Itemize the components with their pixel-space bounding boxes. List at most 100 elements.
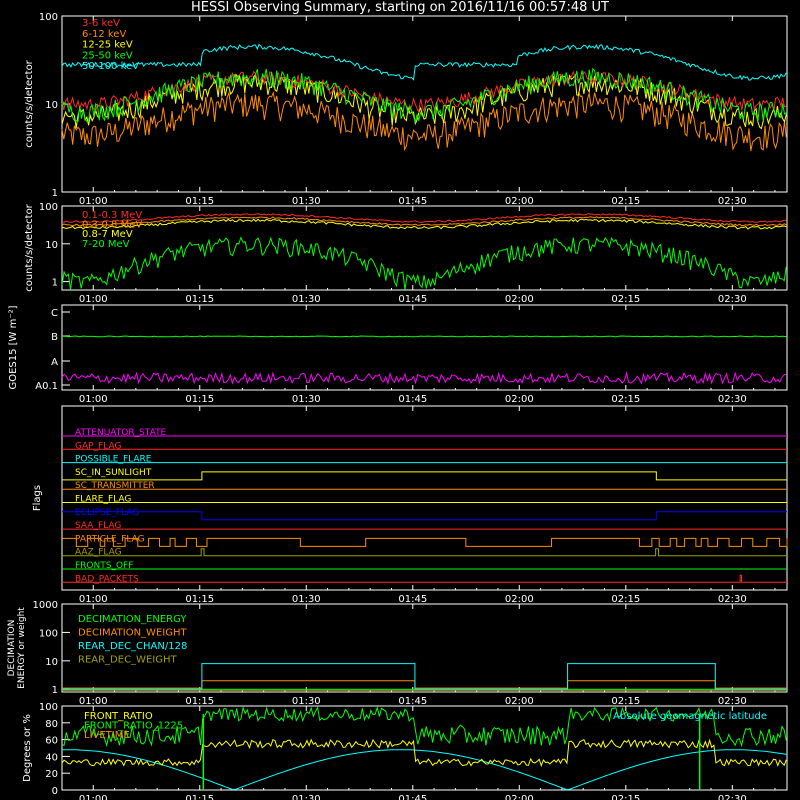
panel3-ytick-label: A [51,357,58,368]
panel5-series-line [62,663,787,690]
panel6-frame: 01:00 01:15 01:30 01:45 02:00 02:15 02:30 [61,705,788,800]
panel5-legend-label: REAR_DEC_CHAN/128 [78,641,187,652]
panel2-xtick-label: 02:30 [718,294,747,305]
panel5-legend-label: DECIMATION_ENERGY [78,614,187,625]
flag-label: SC_IN_SUNLIGHT [75,468,152,478]
panel1-series-line [61,70,787,114]
page-title: HESSI Observing Summary, starting on 201… [191,0,609,15]
panel6-ytick-label: 60 [45,736,58,747]
panel2-ytick-label: 10 [45,240,58,251]
panel2-xtick-label: 01:00 [79,294,108,305]
panel6-series-line [61,705,787,748]
flag-label: PARTICLE_FLAG [75,534,145,544]
flag-label: SC_TRANSMITTER [75,481,155,491]
panel6-xtick-label: 01:15 [185,794,214,800]
panel5-frame: 01:00 01:15 01:30 01:45 02:00 02:15 02:30 [61,603,788,707]
panel1-xtick-label: 01:45 [398,196,427,207]
panel5-ytick-label: 10 [45,657,58,668]
panel3-xtick-label: 02:30 [718,394,747,405]
panel2-legend-label: 0.1-0.3 MeV [82,210,142,221]
panel1-ylabel: counts/s/detector [24,59,35,147]
panel2-ylabel: counts/s/detector [24,203,35,291]
panel5-ylabel: DECIMATION [7,620,17,677]
panel2-ytick-label: 1 [52,278,58,289]
panel6-ytick-label: 40 [45,752,58,763]
panel4-xtick-label: 02:15 [611,594,640,605]
panel6-xtick-label: 01:30 [292,794,321,800]
panel3-frame: 01:00 01:15 01:30 01:45 02:00 02:15 02:30 [61,304,788,405]
panel6-ytick-label: 20 [45,769,58,780]
panel3-ytick-label: C [51,308,58,319]
panel6-ylabel: Degrees or % [22,714,33,782]
panel6-legend-label: FRONT_RATIO [84,711,153,722]
panel6-xtick-label: 02:00 [505,794,534,800]
panel5-ylabel: ENERGY or weight [17,607,27,689]
panel3-ytick-label: B [51,332,58,343]
panel4-xtick-label: 01:45 [398,594,427,605]
panel1-legend-label: 12-25 keV [82,40,133,51]
panel4-ylabel: Flags [32,485,43,511]
panel2-series-line [61,216,787,227]
panel3-xtick-label: 01:30 [292,394,321,405]
flag-line [62,471,787,481]
panel3-xtick-label: 02:00 [505,394,534,405]
panel1-xtick-label: 02:30 [718,196,747,207]
panel2-xtick-label: 02:15 [611,294,640,305]
panel1-ytick-label: 1 [52,188,58,199]
panel2-series-line [61,218,787,230]
panel5-xtick-label: 02:15 [611,696,640,707]
flag-label: FRONTS_OFF [75,561,133,571]
panel2-series-line [61,236,787,290]
panel1-ytick-label: 100 [39,12,58,23]
panel1-xtick-label: 02:00 [505,196,534,207]
panel1-series-line [61,91,787,152]
panel2-frame: 01:00 01:15 01:30 01:45 02:00 02:15 02:30 [61,205,788,305]
flag-label: ATTENUATOR_STATE [75,428,167,438]
panel1-legend-label: 3-6 keV [82,18,120,29]
panel2-xtick-label: 01:30 [292,294,321,305]
panel6-xtick-label: 02:15 [611,794,640,800]
flag-label: SAA_FLAG [75,521,121,531]
panel5-legend-label: DECIMATION_WEIGHT [78,628,187,639]
panel6-xtick-label: 02:30 [718,794,747,800]
panel4-xtick-label: 01:30 [292,594,321,605]
panel5-xtick-label: 01:30 [292,696,321,707]
panel2-legend-label: 7-20 MeV [82,239,130,250]
panel1-ytick-label: 10 [45,100,58,111]
panel3-border [61,304,788,391]
flag-line [62,574,787,583]
flag-label: FLARE_FLAG [75,495,131,505]
panel4-xtick-label: 01:00 [79,594,108,605]
flag-label: GAP_FLAG [75,441,121,451]
flag-label: ECLIPSE_FLAG [75,508,139,518]
panel5-xtick-label: 01:00 [79,696,108,707]
panel3-xtick-label: 01:00 [79,394,108,405]
panel5-xtick-label: 01:15 [185,696,214,707]
flag-label: BAD_PACKETS [75,574,139,584]
panel6-ytick-label: 80 [45,719,58,730]
panel3-xtick-label: 01:45 [398,394,427,405]
panel1-frame: 01:00 01:15 01:30 01:45 02:00 02:15 02:30 [61,15,788,207]
panel3-ytick-label: A0.1 [35,381,58,392]
panel2-legend-label: 0.3-0.8 MeV [82,220,142,231]
panel1-xtick-label: 01:00 [79,196,108,207]
panel5-ytick-label: 100 [39,628,58,639]
flag-line [62,537,788,547]
panel1-legend-label: 50-100 keV [82,61,139,72]
panel2-xtick-label: 01:15 [185,294,214,305]
panel6-xtick-label: 01:45 [398,794,427,800]
panel6-series-line [61,738,787,768]
panel4-border [61,405,788,591]
panel3-xtick-label: 01:15 [185,394,214,405]
panel2-series-line [61,213,787,223]
panel6-series-line [62,749,787,791]
flag-label: AAZ_FLAG [75,548,122,558]
panel3-ylabel: GOES15 [W m⁻²] [8,305,19,389]
panel2-legend-label: 0.8-7 MeV [82,229,133,240]
panel2-ytick-label: 100 [39,202,58,213]
panel5-border [61,603,788,693]
panel4-frame: 01:00 01:15 01:30 01:45 02:00 02:15 02:30 [61,405,788,605]
panel6-ytick-label: 0 [52,786,58,797]
panel1-series-line [61,67,787,124]
